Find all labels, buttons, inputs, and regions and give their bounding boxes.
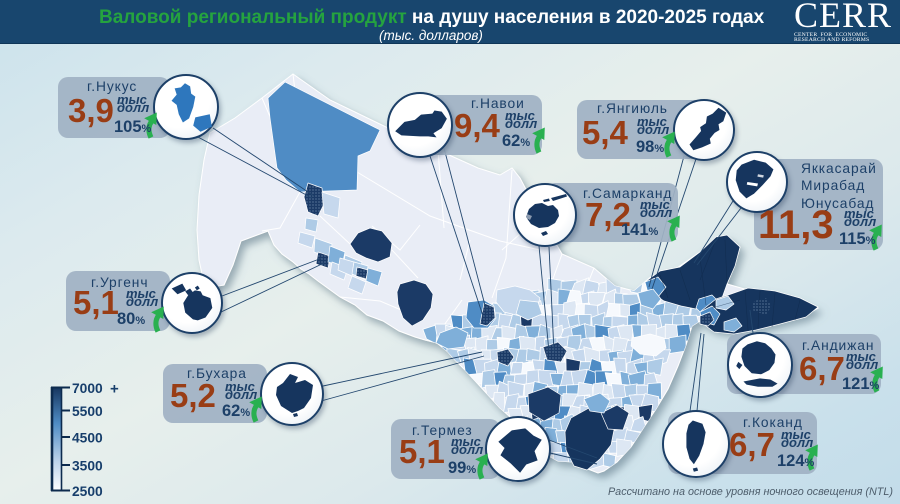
svg-text:+: + [110, 381, 119, 398]
svg-text:4500: 4500 [72, 431, 103, 446]
svg-text:7000: 7000 [72, 381, 103, 396]
svg-text:5500: 5500 [72, 404, 103, 419]
svg-text:3500: 3500 [72, 459, 103, 474]
svg-text:2500: 2500 [72, 484, 103, 499]
